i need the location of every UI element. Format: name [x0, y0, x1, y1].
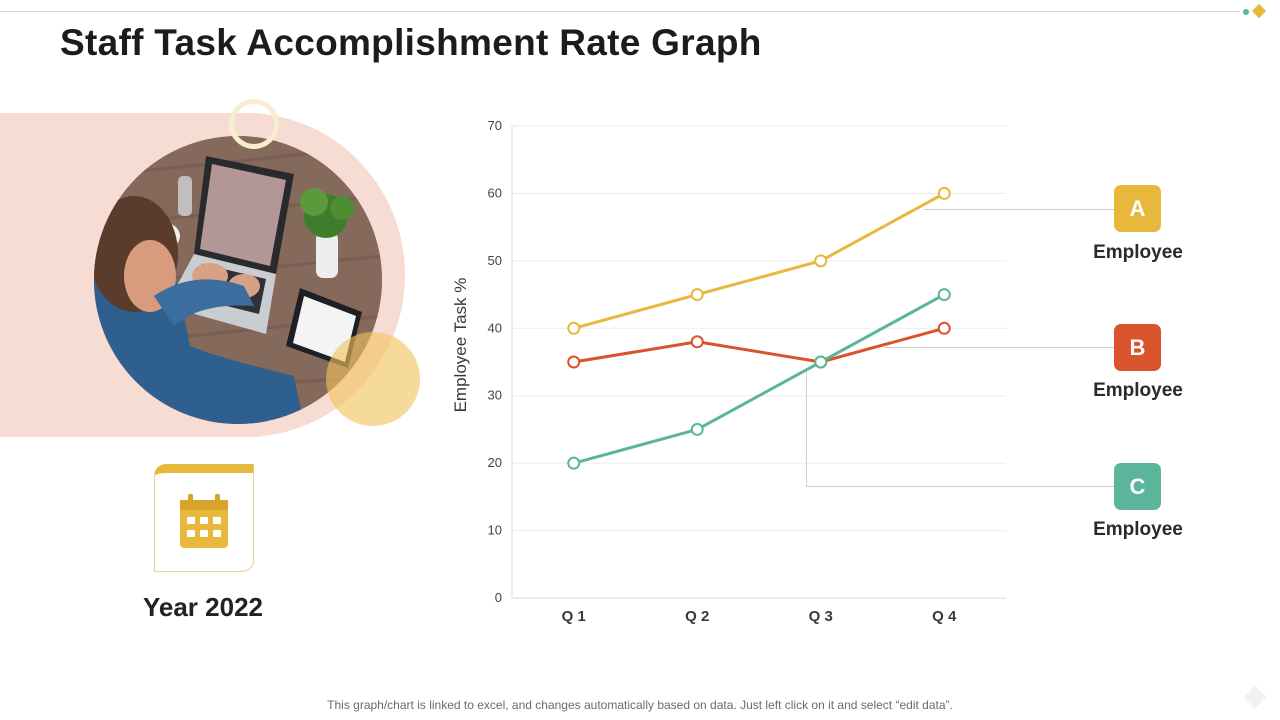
legend-badge-a: A [1114, 185, 1161, 232]
y-tick-label: 20 [488, 455, 502, 470]
y-tick-label: 70 [488, 118, 502, 133]
ring-decoration [229, 99, 279, 149]
x-tick-label: Q 4 [932, 608, 957, 625]
data-point [814, 254, 828, 268]
y-tick-label: 50 [488, 253, 502, 268]
connector-b [884, 347, 1114, 348]
series-line-b [573, 326, 945, 364]
data-point [567, 355, 581, 369]
connector-a [924, 209, 1114, 210]
year-label: Year 2022 [142, 592, 263, 622]
legend-label-a: Employee [1093, 242, 1183, 263]
data-point [937, 321, 951, 335]
line-chart: 0 10 20 30 40 50 60 70 Q 1 Q 2 Q 3 Q 4 Employee Tas… [451, 118, 1006, 625]
calendar-icon [180, 494, 228, 548]
x-tick-label: Q 3 [809, 608, 833, 625]
y-tick-label: 40 [488, 320, 502, 335]
y-tick-label: 60 [488, 185, 502, 200]
connector-c-vertical [806, 372, 807, 487]
legend-label-b: Employee [1093, 380, 1183, 401]
person-at-laptop-photo [94, 136, 382, 424]
connector-c [806, 486, 1114, 487]
y-tick-label: 0 [495, 590, 502, 605]
series-line-a [573, 192, 945, 330]
data-point [690, 335, 704, 349]
x-tick-label: Q 2 [685, 608, 709, 625]
data-point [567, 456, 581, 470]
footnote: This graph/chart is linked to excel, and… [327, 698, 953, 712]
data-point [567, 321, 581, 335]
legend-badge-b: B [1114, 324, 1161, 371]
gold-circle-decoration [326, 332, 420, 426]
data-point [814, 355, 828, 369]
data-point [937, 186, 951, 200]
legend-label-c: Employee [1093, 519, 1183, 540]
top-divider [0, 11, 1240, 12]
data-point [690, 422, 704, 436]
y-axis-title: Employee Task % [451, 278, 470, 413]
calendar-card [154, 464, 254, 572]
legend-badge-c: C [1114, 463, 1161, 510]
page-title: Staff Task Accomplishment Rate Graph [60, 22, 762, 63]
data-point [937, 288, 951, 302]
corner-decoration [1243, 3, 1267, 19]
x-tick-label: Q 1 [562, 608, 586, 625]
diamond-decoration [1243, 685, 1267, 709]
y-tick-label: 30 [488, 388, 502, 403]
data-point [690, 288, 704, 302]
series-line-c [573, 293, 945, 465]
y-tick-label: 10 [488, 523, 502, 538]
